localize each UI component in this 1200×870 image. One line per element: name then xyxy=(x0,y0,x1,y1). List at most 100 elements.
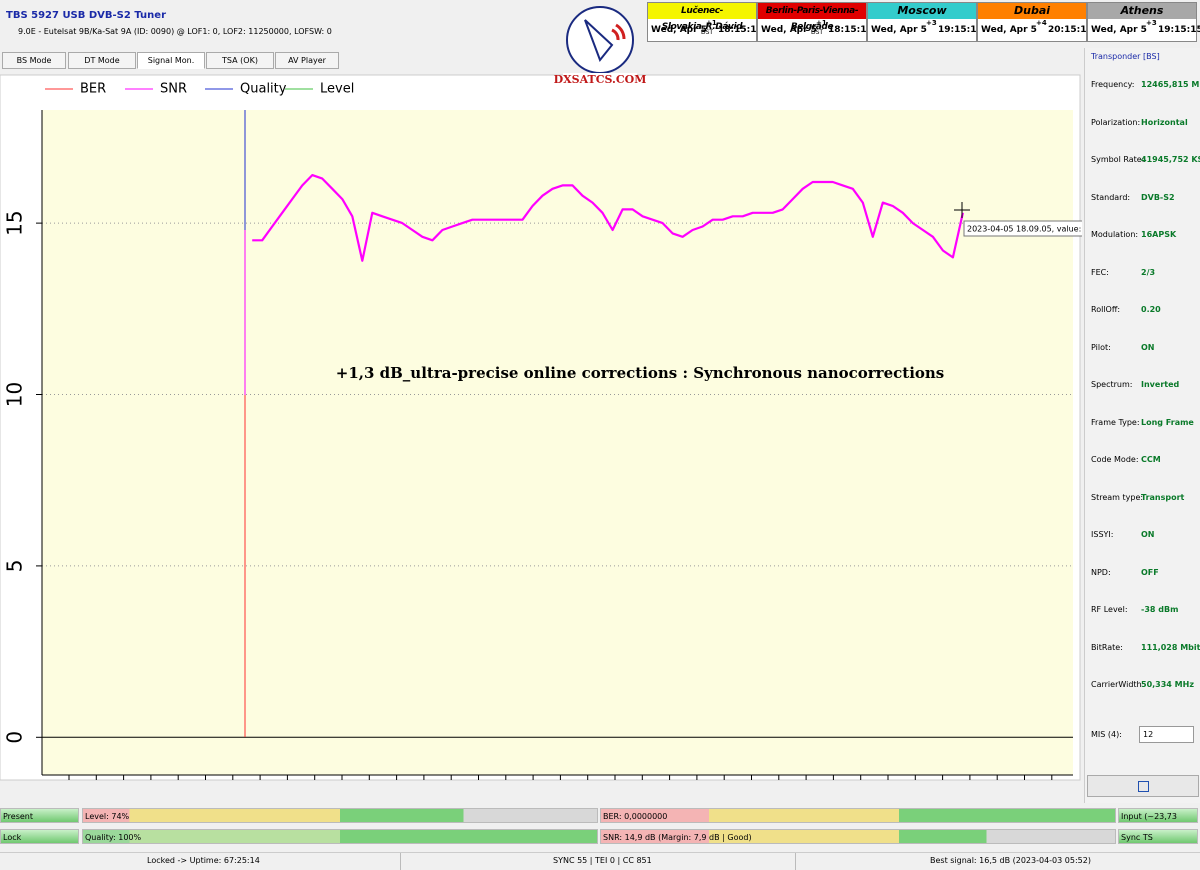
y-tick-label: 0 xyxy=(3,731,27,744)
legend-label: SNR xyxy=(160,82,187,97)
y-tick-label: 15 xyxy=(3,210,27,235)
field-label: Code Mode: xyxy=(1091,455,1139,464)
field-label: Symbol Rate: xyxy=(1091,155,1145,164)
indicator: Quality: 100% xyxy=(82,829,598,844)
field-label: Polarization: xyxy=(1091,117,1141,127)
indicator: Sync TS xyxy=(1118,829,1198,844)
clock: Athens Wed, Apr 5 +3 19:15:15 xyxy=(1087,2,1200,42)
field-value: Inverted xyxy=(1141,380,1180,389)
clock-row: Wed, Apr 5 +3 19:15:15 xyxy=(1088,19,1200,39)
app-subtitle: 9.0E - Eutelsat 9B/Ka-Sat 9A (ID: 0090) … xyxy=(18,27,332,36)
y-tick-label: 10 xyxy=(3,382,27,407)
clock-city: Dubai xyxy=(978,3,1086,19)
clock-time: 19:15:15 xyxy=(1158,25,1200,35)
clock-offset: +3 xyxy=(926,19,937,27)
field-value: 50,334 MHz xyxy=(1141,680,1194,689)
logo-text: DXSATCS.COM xyxy=(554,73,647,86)
field-label: RollOff: xyxy=(1091,305,1121,314)
clock-city: Berlin-Paris-Vienna-Belgrade xyxy=(758,3,866,32)
clock-time: 19:15:15 xyxy=(938,25,983,35)
clock-row: Wed, Apr 5 +4 20:15:15 xyxy=(978,19,1093,39)
field-label: FEC: xyxy=(1091,267,1109,277)
clock: Moscow Wed, Apr 5 +3 19:15:15 xyxy=(867,2,983,42)
tab[interactable]: Signal Mon. xyxy=(137,52,205,69)
field-value: Transport xyxy=(1141,492,1185,502)
tab[interactable]: BS Mode xyxy=(2,52,66,69)
field-value: ON xyxy=(1141,342,1155,352)
clock: Dubai Wed, Apr 5 +4 20:15:15 xyxy=(977,2,1093,42)
indicator: Level: 74% xyxy=(82,808,598,823)
field-value: CCM xyxy=(1141,455,1161,464)
legend-label: Level xyxy=(320,82,354,97)
field-label: ISSYI: xyxy=(1091,530,1114,539)
status-text: Best signal: 16,5 dB (2023-04-03 05:52) xyxy=(930,856,1091,865)
clock-row: Wed, Apr 5 +1 DST 18:15:15 xyxy=(648,19,763,39)
legend-label: BER xyxy=(80,82,106,97)
field-label: Frame Type: xyxy=(1091,417,1140,427)
field-value: DVB-S2 xyxy=(1141,192,1175,202)
field-label: RF Level: xyxy=(1091,605,1128,614)
mis-select[interactable]: 12 xyxy=(1139,726,1194,743)
clock-offset: +3 xyxy=(1146,19,1157,27)
field-value: -38 dBm xyxy=(1141,605,1179,614)
clock-date: Wed, Apr 5 xyxy=(651,25,707,35)
field-label: Pilot: xyxy=(1091,342,1111,352)
indicator: Present xyxy=(0,808,79,823)
indicator: BER: 0,0000000 xyxy=(600,808,1116,823)
clock-city: Moscow xyxy=(868,3,976,19)
field-label: Standard: xyxy=(1091,192,1131,202)
clock-date: Wed, Apr 5 xyxy=(981,25,1037,35)
field-value: 16APSK xyxy=(1141,230,1177,239)
snr-line xyxy=(252,174,964,262)
clock-city: Athens xyxy=(1088,3,1196,19)
field-value: ON xyxy=(1141,530,1155,539)
indicator: Input (~23,73 Mbps) xyxy=(1118,808,1198,823)
clock-time: 18:15:15 xyxy=(828,25,873,35)
status-text: SYNC 55 | TEI 0 | CC 851 xyxy=(553,856,652,865)
field-label: Stream type: xyxy=(1091,492,1144,502)
tab[interactable]: TSA (OK) xyxy=(206,52,274,69)
field-value: 111,028 Mbit/s xyxy=(1141,642,1200,652)
clock: Berlin-Paris-Vienna-Belgrade Wed, Apr 5 +1… xyxy=(757,2,873,42)
y-tick-label: 5 xyxy=(3,560,27,573)
tooltip-box xyxy=(963,220,1082,237)
tab[interactable]: AV Player xyxy=(275,52,339,69)
field-value: Long Frame xyxy=(1141,417,1194,427)
clock-row: Wed, Apr 5 +3 19:15:15 xyxy=(868,19,983,39)
indicator: SNR: 14,9 dB (Margin: 7,9 dB | Good) xyxy=(600,829,1116,844)
plot-area xyxy=(42,110,1073,775)
clock-city: Lučenec-Slovakia_R.Dávid xyxy=(648,3,756,32)
panel-title: Transponder [BS] xyxy=(1091,52,1160,61)
mis-label: MIS (4): xyxy=(1091,730,1122,739)
field-label: Spectrum: xyxy=(1091,380,1133,389)
field-label: Modulation: xyxy=(1091,230,1139,239)
field-label: NPD: xyxy=(1091,567,1111,577)
tooltip: 2023-04-05 18.09.05, value: 15,300000190… xyxy=(967,225,1082,234)
field-value: 12465,815 MHz xyxy=(1141,80,1200,89)
clock-date: Wed, Apr 5 xyxy=(871,25,927,35)
field-value: OFF xyxy=(1141,567,1159,577)
clock-date: Wed, Apr 5 xyxy=(1091,25,1147,35)
logo: DXSATCS.COM xyxy=(554,6,647,87)
field-label: CarrierWidth: xyxy=(1091,680,1145,689)
clock-dst: DST xyxy=(701,29,714,36)
field-value: 0.20 xyxy=(1141,305,1161,314)
field-label: BitRate: xyxy=(1091,642,1123,652)
clock-offset: +4 xyxy=(1036,19,1047,27)
field-label: Frequency: xyxy=(1091,80,1135,89)
legend-label: Quality xyxy=(240,82,287,97)
clock-dst: DST xyxy=(811,29,824,36)
panel-button[interactable] xyxy=(1087,775,1199,797)
field-value: Horizontal xyxy=(1141,117,1188,127)
status-bar: Locked -> Uptime: 67:25:14 SYNC 55 | TEI… xyxy=(0,852,1200,870)
clock-date: Wed, Apr 5 xyxy=(761,25,817,35)
clock-row: Wed, Apr 5 +1 DST 18:15:15 xyxy=(758,19,873,39)
clock-offset: +1 xyxy=(706,19,717,27)
tab[interactable]: DT Mode xyxy=(68,52,136,69)
clock-offset: +1 xyxy=(816,19,827,27)
transponder-panel: Transponder [BS] Frequency: 12465,815 MHz… xyxy=(1084,48,1200,803)
status-text: Locked -> Uptime: 67:25:14 xyxy=(147,856,260,865)
signal-chart: +1,3 dB_ultra-precise online corrections… xyxy=(0,6,1082,781)
app-title: TBS 5927 USB DVB-S2 Tuner xyxy=(6,10,166,21)
